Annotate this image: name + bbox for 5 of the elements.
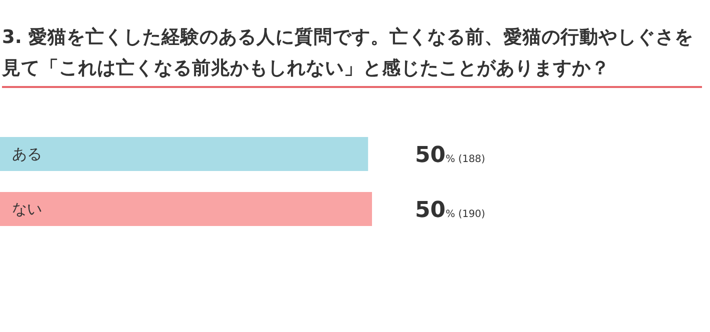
data-label: 50% (190)	[415, 198, 486, 223]
y-tick-label: ある	[12, 145, 42, 163]
y-tick-label: ない	[12, 200, 42, 218]
data-label: 50% (188)	[415, 143, 486, 168]
chart-title: 3. 愛猫を亡くした経験のある人に質問です。亡くなる前、愛猫の行動やしぐさを見て「これは亡くなる前兆かもしれない」と感じたことがありますか？	[2, 22, 702, 88]
